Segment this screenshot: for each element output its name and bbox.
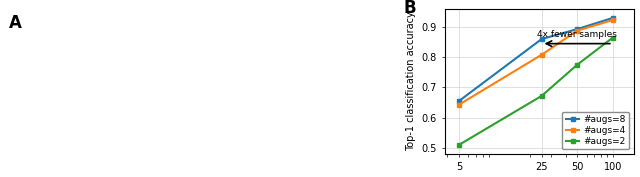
Text: B: B bbox=[403, 0, 416, 17]
Line: #augs=8: #augs=8 bbox=[456, 16, 615, 104]
#augs=8 bbox=[455, 100, 463, 102]
Line: #augs=4: #augs=4 bbox=[456, 18, 615, 107]
#augs=2 bbox=[455, 144, 463, 146]
Legend: #augs=8, #augs=4, #augs=2: #augs=8, #augs=4, #augs=2 bbox=[563, 112, 629, 149]
#augs=4 bbox=[573, 30, 581, 32]
Line: #augs=2: #augs=2 bbox=[456, 35, 615, 147]
#augs=8 bbox=[573, 28, 581, 30]
#augs=2 bbox=[609, 36, 616, 39]
#augs=2 bbox=[573, 64, 581, 66]
Text: A: A bbox=[9, 14, 22, 32]
#augs=2 bbox=[538, 95, 545, 97]
#augs=4 bbox=[455, 104, 463, 106]
#augs=8 bbox=[538, 38, 545, 40]
#augs=4 bbox=[538, 54, 545, 56]
Y-axis label: Top-1 classification accuracy: Top-1 classification accuracy bbox=[406, 12, 415, 151]
Text: 4x fewer samples: 4x fewer samples bbox=[537, 30, 617, 39]
#augs=4 bbox=[609, 19, 616, 21]
#augs=8 bbox=[609, 17, 616, 19]
